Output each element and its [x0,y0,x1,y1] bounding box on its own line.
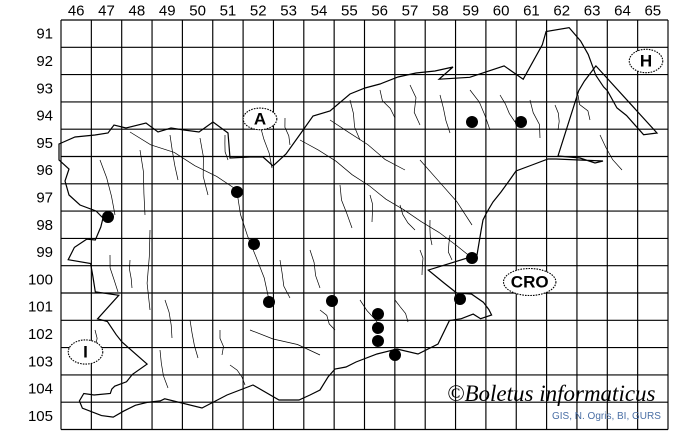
svg-text:98: 98 [36,217,53,234]
svg-text:GIS, N. Ogris, BI, GURS: GIS, N. Ogris, BI, GURS [552,411,661,422]
svg-text:100: 100 [28,271,53,288]
svg-text:62: 62 [553,3,570,20]
svg-text:95: 95 [36,135,53,152]
svg-text:54: 54 [311,3,328,20]
svg-text:60: 60 [493,3,510,20]
svg-text:57: 57 [402,3,419,20]
svg-text:61: 61 [523,3,540,20]
svg-text:93: 93 [36,80,53,97]
svg-text:49: 49 [159,3,176,20]
svg-text:99: 99 [36,244,53,261]
svg-text:51: 51 [220,3,237,20]
svg-text:64: 64 [614,3,631,20]
svg-text:50: 50 [189,3,206,20]
svg-text:48: 48 [129,3,146,20]
svg-text:104: 104 [28,381,53,398]
svg-text:91: 91 [36,26,53,43]
svg-text:56: 56 [371,3,388,20]
svg-text:55: 55 [341,3,358,20]
svg-text:52: 52 [250,3,267,20]
svg-text:A: A [254,109,266,128]
svg-text:65: 65 [644,3,661,20]
svg-text:©Boletus informaticus: ©Boletus informaticus [447,381,656,406]
svg-text:59: 59 [462,3,479,20]
svg-text:63: 63 [584,3,601,20]
svg-text:92: 92 [36,53,53,70]
svg-text:CRO: CRO [511,273,549,292]
svg-text:103: 103 [28,353,53,370]
svg-text:47: 47 [98,3,115,20]
svg-text:H: H [640,52,652,71]
svg-text:96: 96 [36,162,53,179]
svg-text:I: I [83,343,88,362]
svg-text:101: 101 [28,299,53,316]
svg-text:94: 94 [36,108,53,125]
svg-text:97: 97 [36,189,53,206]
svg-text:105: 105 [28,408,53,425]
svg-text:102: 102 [28,326,53,343]
svg-text:58: 58 [432,3,449,20]
svg-text:53: 53 [280,3,297,20]
svg-text:46: 46 [68,3,85,20]
